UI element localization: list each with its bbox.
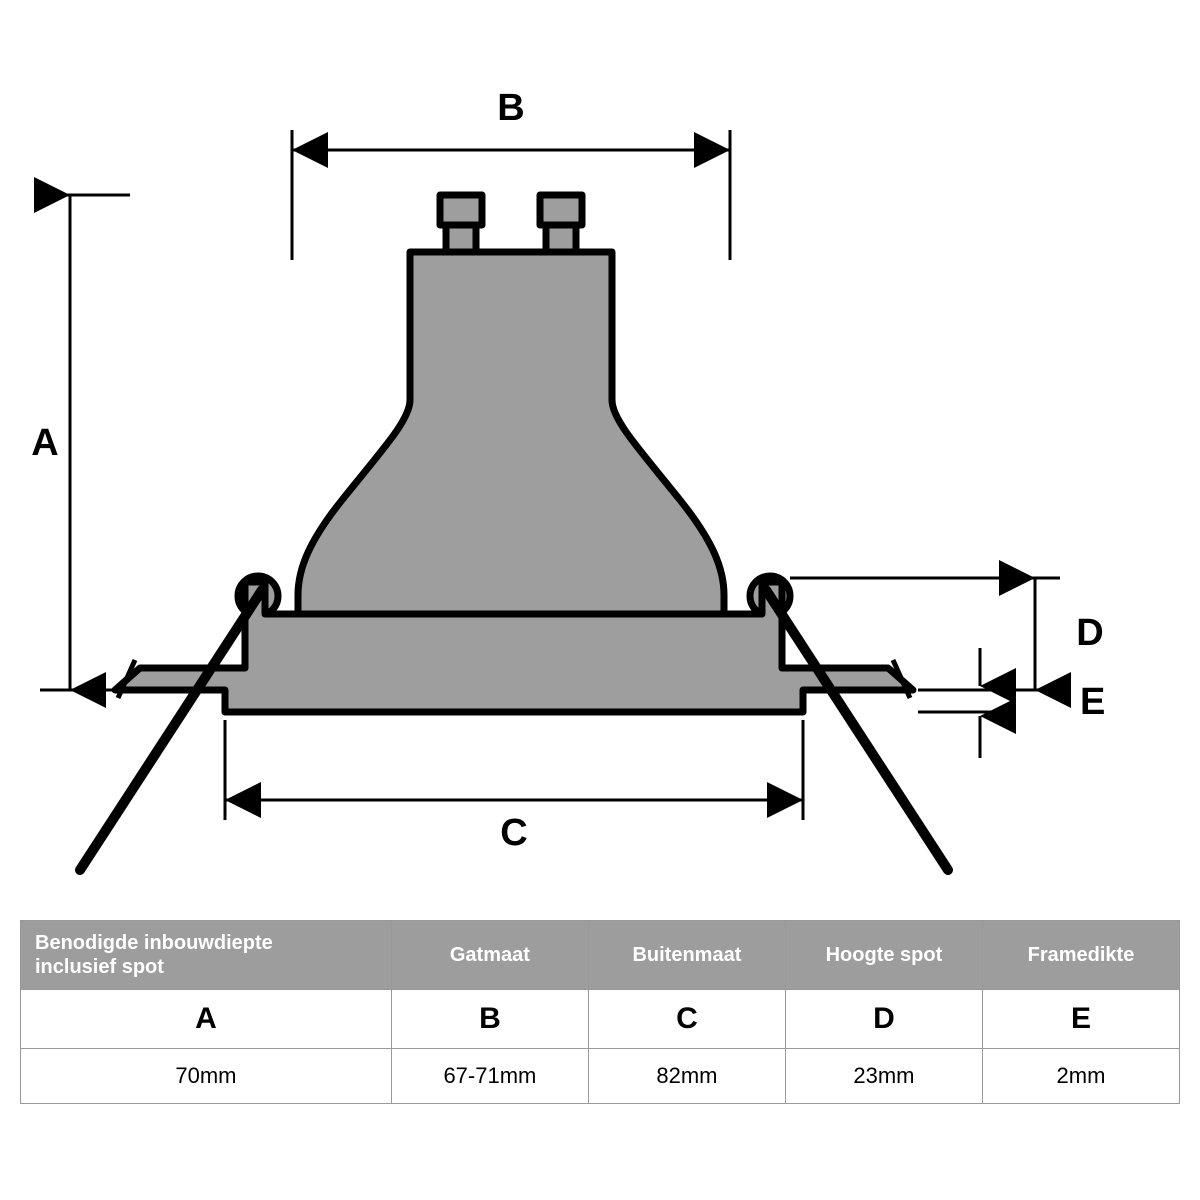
table-header-C: Buitenmaat	[588, 921, 785, 990]
table-header-A: Benodigde inbouwdiepte inclusief spot	[21, 921, 392, 990]
table-letter-row: A B C D E	[21, 990, 1180, 1049]
dimension-label-A: A	[31, 422, 58, 464]
dimension-B	[292, 130, 730, 260]
table-value-B: 67-71mm	[391, 1049, 588, 1104]
gu10-bulb	[298, 195, 724, 614]
table-letter-B: B	[391, 990, 588, 1049]
dimension-label-D: D	[1076, 612, 1103, 654]
table-value-row: 70mm 67-71mm 82mm 23mm 2mm	[21, 1049, 1180, 1104]
table-value-A: 70mm	[21, 1049, 392, 1104]
dimension-table: Benodigde inbouwdiepte inclusief spot Ga…	[20, 920, 1180, 1104]
page: B A C D E	[0, 0, 1200, 1200]
dimension-E	[918, 648, 1010, 758]
table-value-C: 82mm	[588, 1049, 785, 1104]
table-header-D: Hoogte spot	[785, 921, 982, 990]
table-value-D: 23mm	[785, 1049, 982, 1104]
table-header-B: Gatmaat	[391, 921, 588, 990]
table-letter-A: A	[21, 990, 392, 1049]
table-header-row: Benodigde inbouwdiepte inclusief spot Ga…	[21, 921, 1180, 990]
table-letter-D: D	[785, 990, 982, 1049]
table-header-E: Framedikte	[982, 921, 1179, 990]
dimension-label-C: C	[500, 812, 527, 854]
table-letter-E: E	[982, 990, 1179, 1049]
dimension-label-E: E	[1080, 681, 1105, 723]
dimension-C	[225, 720, 803, 820]
dimension-label-B: B	[497, 87, 524, 129]
table-letter-C: C	[588, 990, 785, 1049]
spotlight-cross-section-diagram: B A C D E	[0, 0, 1200, 900]
table-value-E: 2mm	[982, 1049, 1179, 1104]
